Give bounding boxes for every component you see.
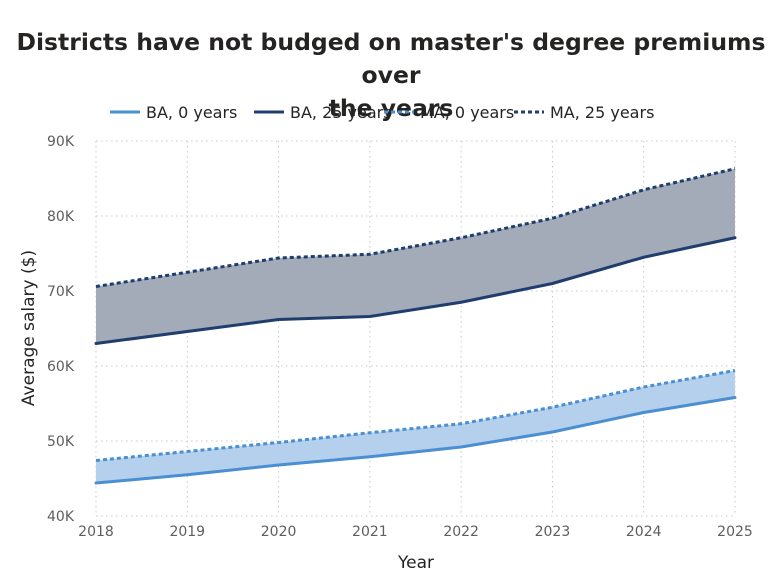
y-tick-label: 80K [47,209,75,225]
legend-item-ma-0-years[interactable]: MA, 0 years [384,103,514,122]
chart-title-line-2: the years [328,94,454,122]
x-tick-label: 2023 [535,524,571,540]
x-axis-ticks: 2018 2019 2020 2021 2022 2023 2024 2025 [78,524,753,540]
series-lines [94,167,737,485]
x-axis-title: Year [397,553,434,573]
series-line-ma-0-years[interactable] [95,369,736,462]
x-tick-label: 2018 [78,524,114,540]
legend-label: BA, 0 years [146,103,237,122]
y-tick-label: 40K [47,509,75,525]
series-line-ba-25-years[interactable] [94,236,737,345]
y-tick-label: 60K [47,359,75,375]
y-tick-label: 70K [47,284,75,300]
y-tick-label: 90K [47,134,75,150]
band-ba-25-years-to-ma-25-years [96,168,735,344]
chart-title-line-1: Districts have not budged on master's de… [16,28,766,89]
legend-item-ma-25-years[interactable]: MA, 25 years [514,103,654,122]
band-ba-0-years-to-ma-0-years [96,370,735,483]
y-tick-label: 50K [47,434,75,450]
y-axis-ticks: 40K 50K 60K 70K 80K 90K [47,134,75,525]
x-tick-label: 2019 [169,524,205,540]
x-tick-label: 2020 [261,524,297,540]
y-axis-title: Average salary ($) [19,250,39,406]
x-tick-label: 2022 [443,524,479,540]
series-line-ma-25-years[interactable] [95,167,736,288]
x-tick-label: 2025 [717,524,753,540]
series-line-ba-0-years[interactable] [94,396,737,485]
legend-label: BA, 25 years [290,103,392,122]
chart-title: Districts have not budged on master's de… [0,26,782,125]
x-tick-label: 2021 [352,524,388,540]
legend[interactable]: BA, 0 years BA, 25 years MA, 0 years MA, 25… [110,103,654,122]
legend-item-ba-25-years[interactable]: BA, 25 years [254,103,392,122]
legend-item-ba-0-years[interactable]: BA, 0 years [110,103,237,122]
x-tick-label: 2024 [626,524,662,540]
legend-label: MA, 0 years [420,103,514,122]
legend-label: MA, 25 years [550,103,654,122]
